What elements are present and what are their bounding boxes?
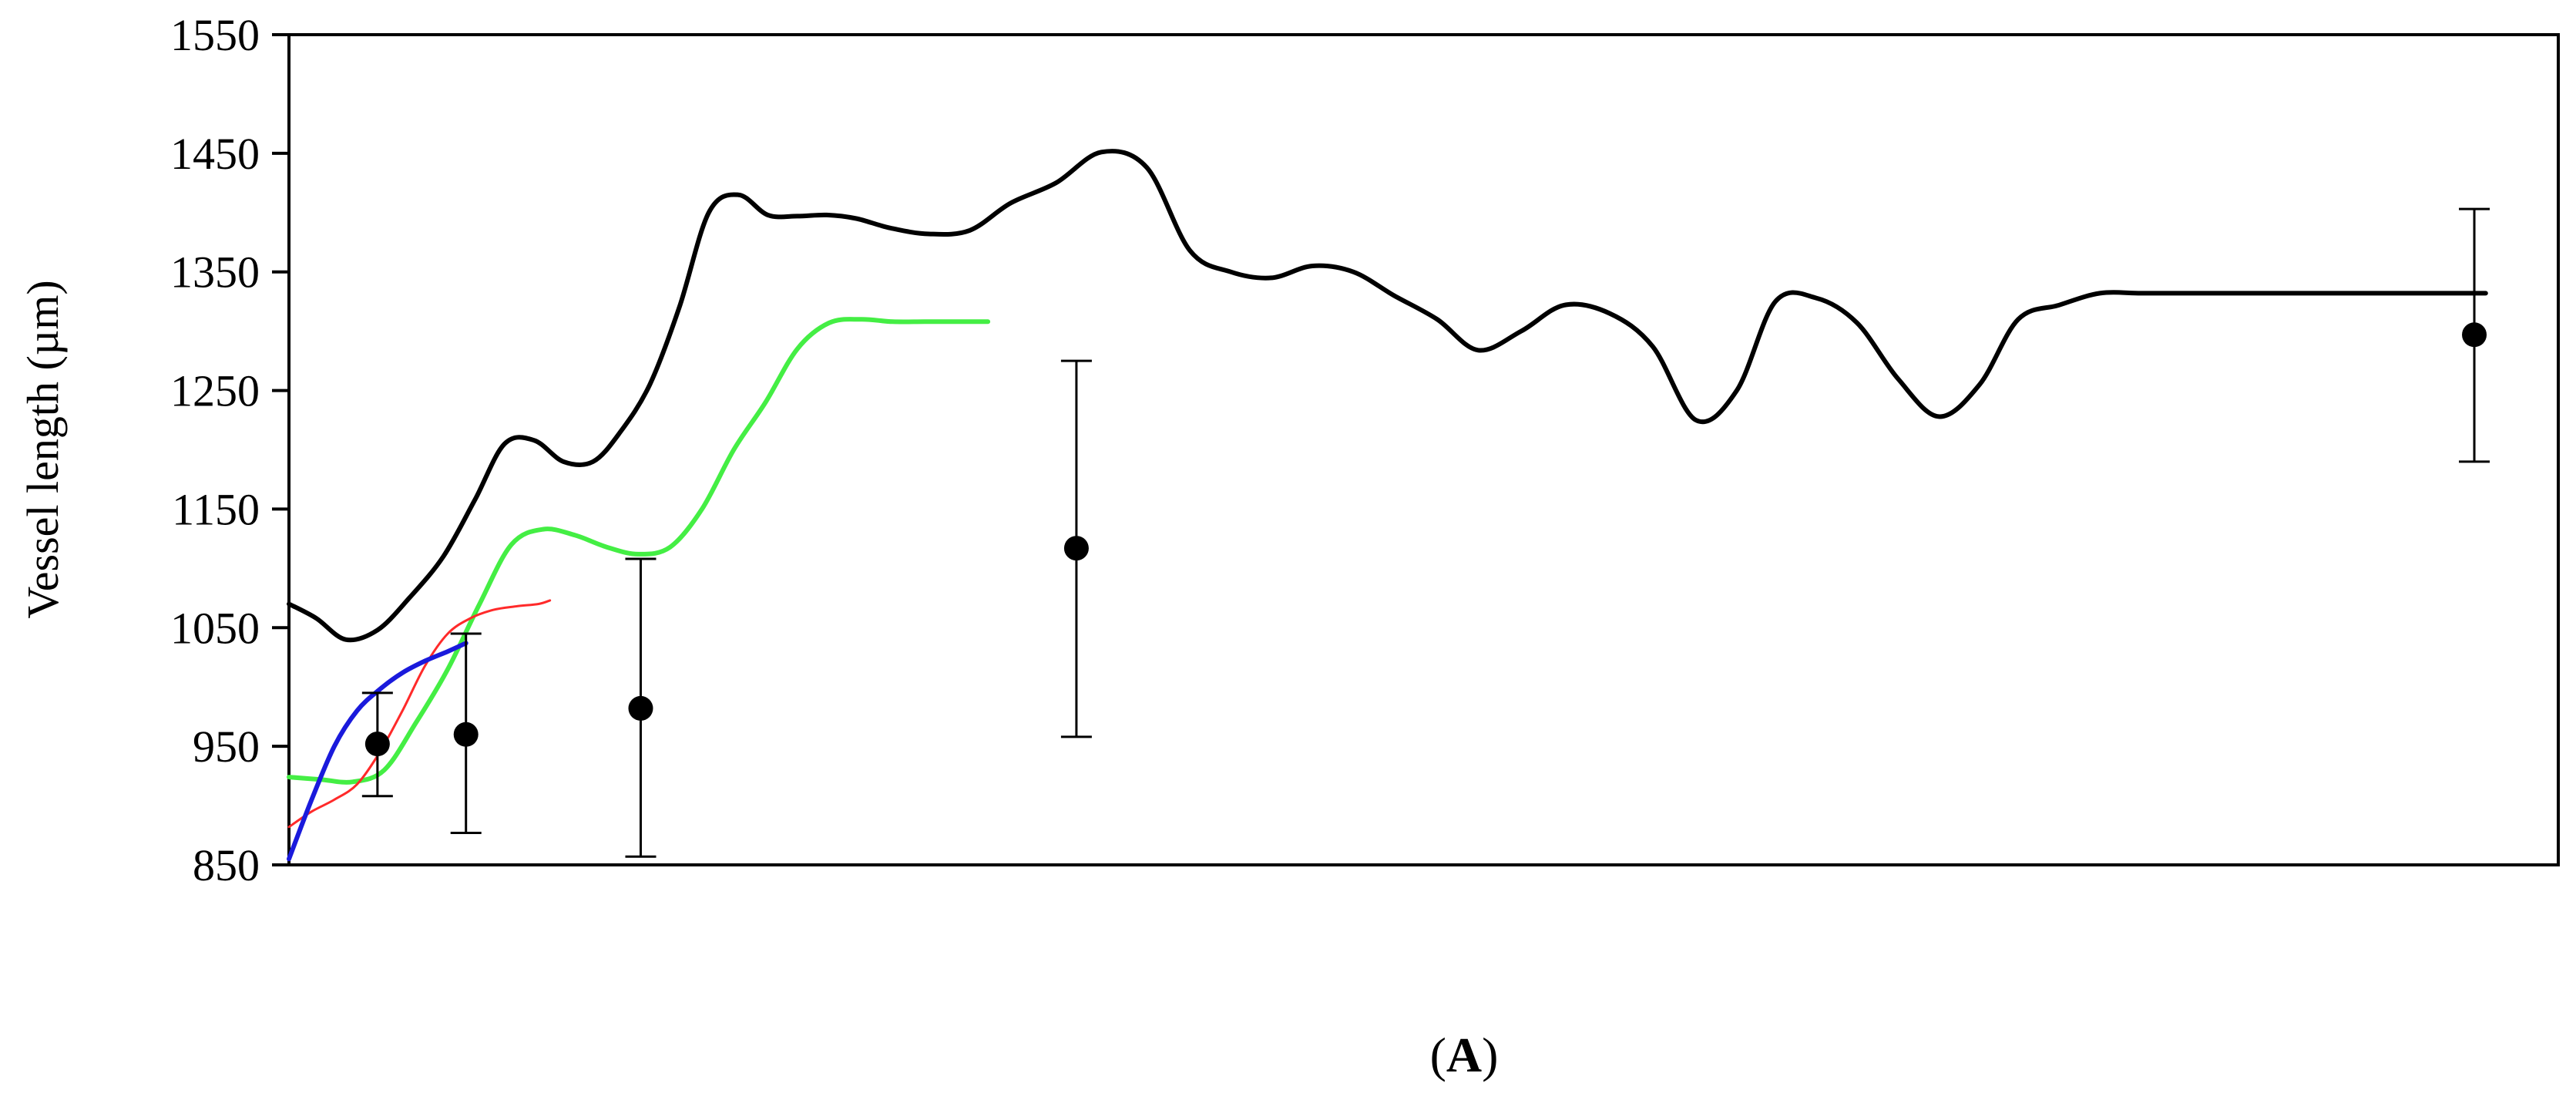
series-line-green [287, 317, 991, 785]
panel-label-letter: A [1446, 1028, 1482, 1082]
y-tick-label: 850 [193, 840, 260, 890]
data-point-marker [1063, 536, 1089, 561]
error-point [625, 557, 657, 858]
panel-label-open-paren: ( [1430, 1028, 1446, 1082]
error-point [361, 691, 393, 798]
y-tick-label: 1250 [170, 366, 260, 416]
data-point-marker [364, 732, 390, 757]
plot-frame [287, 33, 2560, 866]
y-tick-label: 950 [193, 722, 260, 772]
y-tick-label: 1550 [170, 10, 260, 60]
y-axis-title: Vessel length (µm) [18, 280, 68, 618]
y-tick-label: 1150 [172, 484, 260, 534]
series-layer [287, 149, 2488, 862]
series-line-red [287, 599, 552, 829]
data-point-marker [628, 695, 653, 721]
y-axis: 1550 1450 1350 1250 1150 1050 950 850 [170, 10, 289, 890]
plot-area [287, 33, 2560, 866]
y-tick-label: 1350 [170, 247, 260, 298]
y-tick-label: 1450 [170, 129, 260, 179]
error-point [1060, 359, 1092, 738]
data-point-marker [453, 722, 479, 747]
error-point [450, 632, 482, 834]
error-point [2459, 207, 2490, 463]
data-point-marker [2462, 322, 2487, 348]
series-line-black [287, 149, 2488, 643]
series-line-blue [287, 641, 469, 862]
panel-label: (A) [1430, 1028, 1499, 1082]
y-tick-label: 1050 [170, 603, 260, 653]
panel-label-close-paren: ) [1482, 1028, 1498, 1082]
error-bar-layer [361, 207, 2490, 858]
